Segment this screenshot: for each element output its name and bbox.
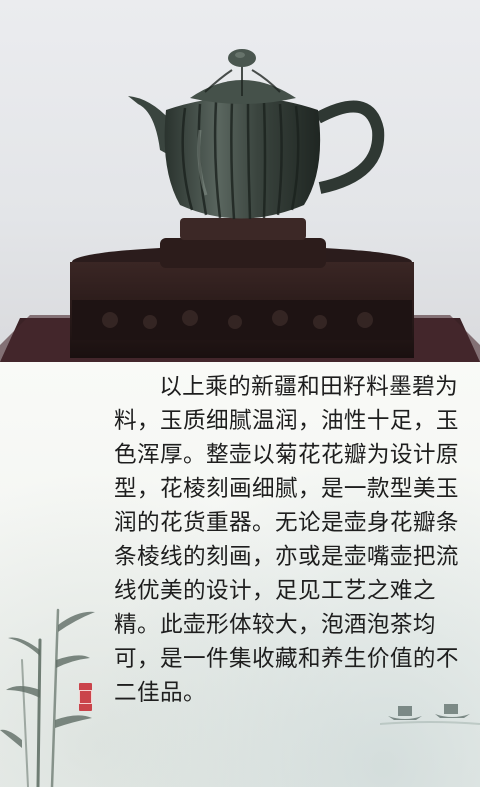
description-text: 以上乘的新疆和田籽料墨碧为料，玉质细腻温润，油性十足，玉色浑厚。整壶以菊花花瓣为… xyxy=(114,374,459,706)
teapot-illustration xyxy=(0,49,480,362)
seal-mark xyxy=(79,690,92,704)
teapot-photo xyxy=(0,0,480,362)
boats-painting-icon xyxy=(380,704,480,725)
bamboo-painting-icon xyxy=(0,608,95,787)
